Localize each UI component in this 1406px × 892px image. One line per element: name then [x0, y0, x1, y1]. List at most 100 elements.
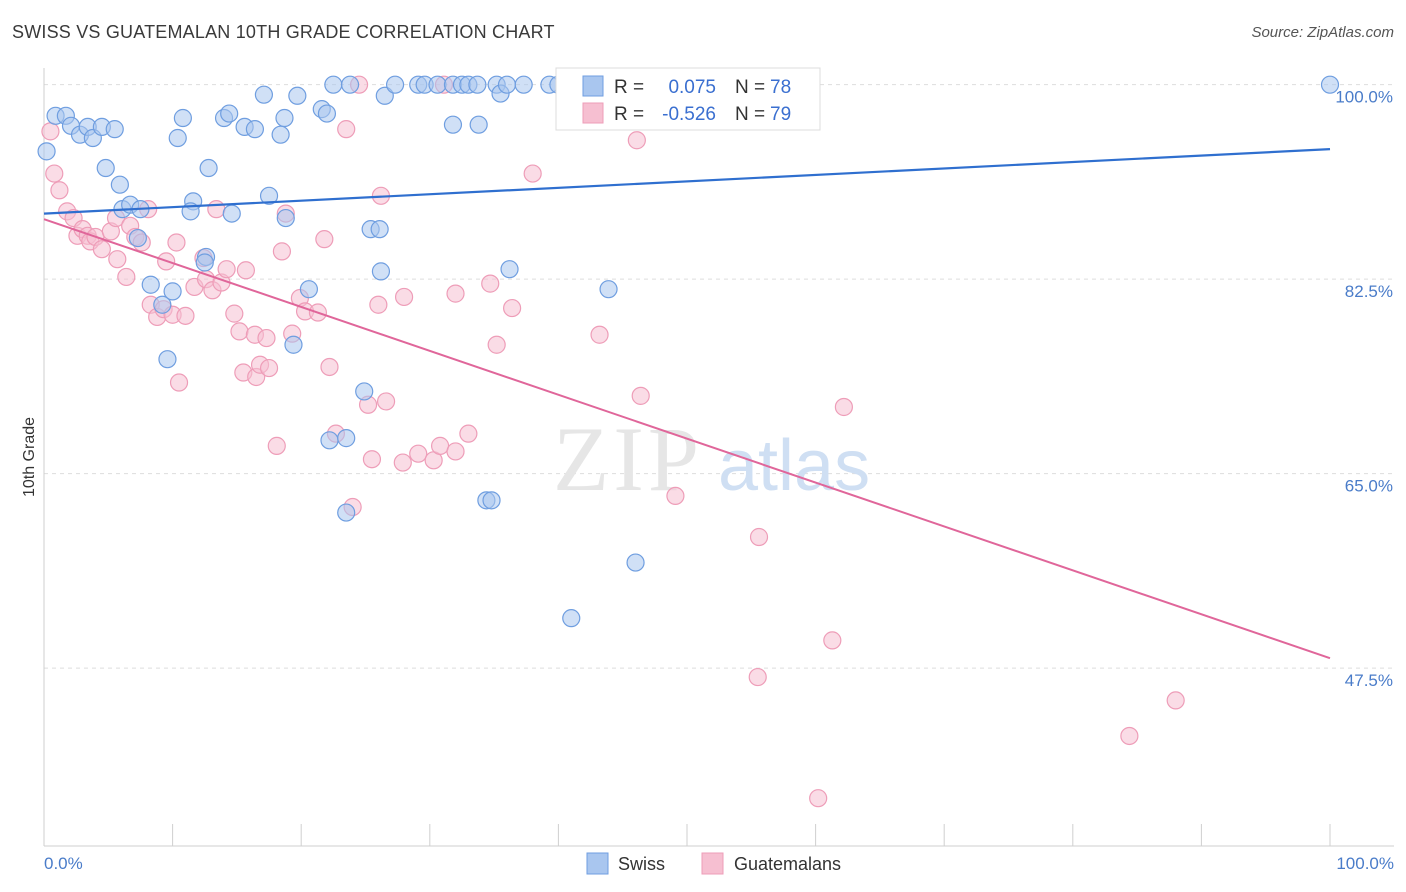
guatemalans-point — [225, 304, 244, 323]
swiss-point — [337, 503, 356, 522]
legend-r-value-guatemalans: -0.526 — [662, 104, 716, 125]
y-tick-label: 82.5% — [1345, 282, 1393, 301]
legend-n-label-guatemalans: N = — [735, 104, 765, 125]
guatemalans-point — [748, 667, 767, 687]
legend-n-value-swiss: 78 — [770, 77, 791, 98]
guatemalans-point — [631, 386, 650, 405]
swiss-point — [340, 75, 360, 94]
guatemalans-point — [459, 424, 478, 443]
legend-swatch-swiss — [582, 75, 604, 97]
guatemalans-point — [1120, 726, 1139, 746]
guatemalans-point — [666, 486, 685, 505]
swiss-point — [428, 75, 447, 94]
swiss-point — [105, 120, 124, 139]
swiss-point — [443, 115, 463, 134]
guatemalans-point — [446, 442, 465, 461]
swiss-point — [220, 104, 239, 123]
guatemalans-point — [446, 284, 465, 303]
bottom-legend-label-guatemalans: Guatemalans — [734, 854, 841, 874]
guatemalans-point — [236, 261, 256, 280]
guatemalans-point — [487, 335, 506, 354]
guatemalans-point — [167, 233, 186, 252]
guatemalans-point — [257, 328, 276, 348]
guatemalans-point — [627, 131, 646, 150]
swiss-point — [163, 282, 182, 301]
guatemalans-point — [430, 436, 450, 455]
guatemalans-point — [315, 230, 334, 249]
swiss-point — [599, 280, 618, 299]
swiss-point — [153, 295, 172, 314]
guatemalans-point — [117, 267, 136, 287]
y-tick-label: 65.0% — [1345, 477, 1393, 496]
guatemalans-point — [207, 200, 226, 219]
swiss-point — [468, 75, 487, 94]
swiss-point — [245, 120, 265, 139]
swiss-point — [337, 429, 356, 448]
guatemalans-point — [92, 240, 111, 259]
guatemalans-point — [272, 242, 292, 261]
guatemalans-point — [481, 274, 500, 293]
guatemalans-point — [108, 250, 127, 269]
swiss-point — [96, 158, 115, 178]
x-axis-ticks — [43, 824, 1331, 846]
guatemalans-point — [523, 164, 542, 183]
guatemalans-point — [176, 306, 195, 325]
swiss-point — [500, 260, 519, 279]
swiss-point — [562, 609, 581, 628]
swiss-point — [128, 228, 147, 248]
swiss-point — [317, 104, 337, 123]
y-tick-labels: 47.5% 65.0% 82.5% 100.0% — [1335, 88, 1393, 691]
y-tick-label: 100.0% — [1335, 88, 1393, 107]
swiss-point — [469, 115, 488, 134]
swiss-point — [254, 85, 274, 104]
guatemalans-trend-line — [43, 218, 1331, 660]
swiss-point — [284, 335, 303, 354]
series-legend: Swiss Guatemalans — [586, 852, 841, 875]
swiss-point — [385, 75, 405, 94]
x-tick-label-max: 100.0% — [1336, 854, 1394, 873]
guatemalans-point — [45, 164, 64, 183]
swiss-point — [371, 262, 391, 281]
guatemalans-point — [590, 325, 609, 344]
swiss-point — [355, 382, 374, 401]
legend-r-label-swiss: R = — [614, 77, 644, 98]
swiss-point — [271, 125, 290, 144]
guatemalans-point — [217, 260, 236, 279]
swiss-point — [1320, 75, 1340, 94]
swiss-point — [276, 208, 295, 228]
correlation-legend: R = 0.075 N = 78 R = -0.526 N = 79 — [555, 67, 821, 131]
guatemalans-point — [393, 453, 412, 472]
guatemalans-point — [376, 392, 396, 411]
guatemalans-point — [749, 527, 769, 547]
swiss-point — [370, 220, 389, 239]
bottom-legend-label-swiss: Swiss — [618, 854, 665, 874]
guatemalans-point — [230, 322, 249, 341]
guatemalans-point — [809, 789, 828, 808]
x-tick-label-min: 0.0% — [44, 854, 83, 873]
guatemalans-point — [823, 631, 842, 650]
swiss-point — [259, 186, 279, 205]
swiss-point — [173, 108, 192, 128]
guatemalans-point — [259, 358, 279, 378]
swiss-point — [497, 75, 517, 94]
swiss-point — [275, 108, 294, 128]
guatemalans-point — [169, 373, 189, 392]
y-tick-label: 47.5% — [1345, 671, 1393, 690]
guatemalans-point — [267, 436, 286, 455]
y-axis-title: 10th Grade — [21, 417, 38, 497]
swiss-point — [195, 253, 214, 272]
swiss-point — [288, 86, 307, 105]
swiss-point — [37, 142, 56, 161]
swiss-point — [626, 553, 645, 572]
guatemalans-point — [503, 298, 522, 318]
guatemalans-point — [41, 122, 60, 141]
guatemalans-point — [394, 287, 414, 307]
legend-r-value-swiss: 0.075 — [668, 77, 716, 98]
legend-n-value-guatemalans: 79 — [770, 104, 791, 125]
guatemalans-point — [1166, 691, 1185, 710]
swiss-point — [514, 75, 533, 94]
chart-source: Source: ZipAtlas.com — [1251, 24, 1394, 41]
series-swiss-points — [37, 75, 1340, 628]
legend-r-label-guatemalans: R = — [614, 104, 644, 125]
